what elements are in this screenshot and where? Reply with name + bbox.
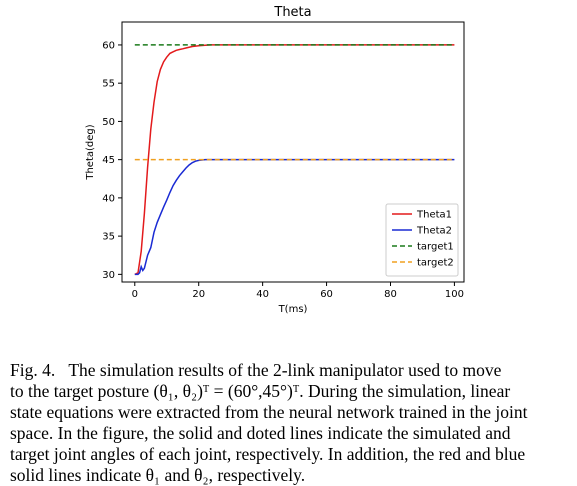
legend-label-theta2: Theta2 bbox=[416, 226, 452, 237]
y-tick-label: 55 bbox=[102, 79, 115, 90]
x-tick-label: 20 bbox=[192, 289, 205, 300]
caption-line: target joint angles of each joint, respe… bbox=[10, 444, 526, 464]
y-tick-label: 30 bbox=[102, 270, 115, 281]
theta-chart: Theta 0 20 40 60 80 100 30 35 40 45 50 55 60 T(ms) T… bbox=[85, 5, 465, 315]
legend-label-target1: target1 bbox=[417, 242, 454, 253]
x-tick-label: 60 bbox=[320, 289, 333, 300]
axes: 0 20 40 60 80 100 30 35 40 45 50 55 60 bbox=[102, 40, 464, 300]
caption-line: Fig. 4. The simulation results of the 2-… bbox=[10, 360, 502, 380]
y-tick-label: 60 bbox=[102, 40, 115, 51]
plot-area bbox=[134, 44, 455, 276]
x-tick-label: 100 bbox=[445, 289, 464, 300]
y-tick-label: 50 bbox=[102, 117, 115, 128]
caption-line: solid lines indicate θ₁ and θ₂, respecti… bbox=[10, 465, 306, 485]
chart-title: Theta bbox=[273, 5, 311, 20]
plot-frame bbox=[121, 21, 465, 283]
caption-line: to the target posture (θ₁, θ₂)ᵀ = (60°,4… bbox=[10, 381, 511, 401]
caption-line: state equations were extracted from the … bbox=[10, 402, 528, 422]
legend: Theta1 Theta2 target1 target2 bbox=[385, 203, 459, 277]
y-tick-label: 45 bbox=[102, 155, 115, 166]
legend-label-theta1: Theta1 bbox=[416, 210, 452, 221]
legend-box bbox=[385, 203, 459, 277]
caption-line: space. In the figure, the solid and dote… bbox=[10, 423, 511, 443]
legend-label-target2: target2 bbox=[417, 258, 454, 269]
y-tick-label: 35 bbox=[102, 232, 115, 243]
y-axis-label: Theta(deg) bbox=[85, 124, 96, 180]
x-tick-label: 80 bbox=[384, 289, 397, 300]
x-tick-label: 0 bbox=[132, 289, 138, 300]
x-axis-label: T(ms) bbox=[278, 304, 308, 315]
figure-caption: Fig. 4. The simulation results of the 2-… bbox=[10, 360, 570, 486]
x-tick-label: 40 bbox=[256, 289, 269, 300]
y-tick-label: 40 bbox=[102, 193, 115, 204]
